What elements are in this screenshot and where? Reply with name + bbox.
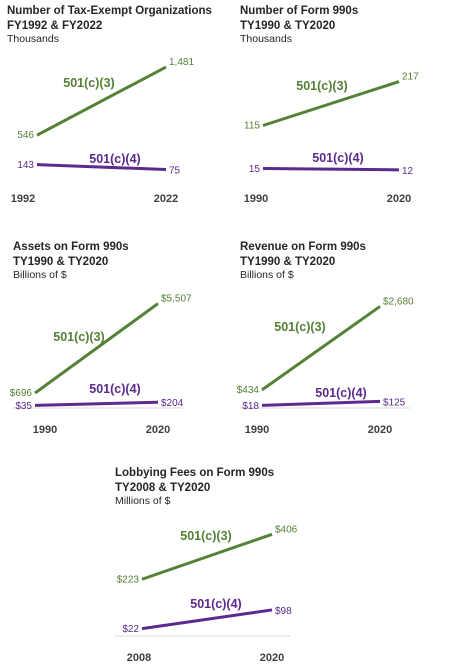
chart-title-line1: Revenue on Form 990s	[240, 241, 366, 253]
chart-title: Revenue on Form 990s TY1990 & TY2020	[240, 240, 366, 269]
line-chart: 115 217 501(c)(3) 15 12 501(c)(4) 1990 2020	[244, 72, 419, 205]
data-label-start: $696	[10, 388, 33, 399]
series-name-label: 501(c)(4)	[315, 386, 366, 400]
x-tick-label: 1992	[11, 193, 35, 205]
data-label-start: $35	[15, 401, 32, 412]
chart-title: Number of Form 990s TY1990 & TY2020	[240, 4, 358, 33]
chart-title-line2: TY1990 & TY2020	[240, 19, 336, 32]
chart-panel-revenue: Revenue on Form 990s TY1990 & TY2020 Bil…	[237, 240, 455, 440]
chart-panel-tax-exempt-orgs: Number of Tax-Exempt Organizations FY199…	[7, 4, 222, 205]
data-label-start: 546	[17, 130, 34, 141]
data-label-end: 1,481	[169, 57, 194, 68]
x-tick-label: 2020	[387, 193, 411, 205]
data-label-end: 12	[402, 166, 414, 177]
series-name-label: 501(c)(4)	[190, 597, 241, 611]
x-tick-label: 2022	[154, 193, 178, 205]
chart-panel-lobbying-fees: Lobbying Fees on Form 990s TY2008 & TY20…	[115, 466, 330, 666]
series-line-c3	[262, 80, 400, 127]
data-label-start: $434	[237, 385, 260, 396]
series-line-c4	[262, 167, 400, 172]
chart-title: Lobbying Fees on Form 990s TY2008 & TY20…	[115, 466, 274, 495]
data-label-start: 115	[244, 121, 260, 132]
chart-title-line2: TY2008 & TY2020	[115, 481, 211, 494]
series-line-c4	[261, 399, 381, 407]
data-label-start: $18	[242, 401, 259, 412]
x-tick-label: 2020	[260, 652, 284, 664]
data-label-end: $5,507	[161, 294, 192, 305]
series-line-c3	[141, 532, 273, 581]
x-tick-label: 2008	[127, 652, 151, 664]
series-line-c3	[261, 305, 381, 392]
x-tick-label: 1990	[33, 424, 57, 436]
data-label-start: 143	[17, 160, 34, 171]
series-name-label: 501(c)(3)	[274, 320, 325, 334]
data-label-start: $22	[122, 624, 139, 635]
line-chart: $434 $2,680 501(c)(3) $18 $125 501(c)(4) 1990 2…	[237, 296, 414, 436]
x-tick-label: 1990	[245, 424, 269, 436]
data-label-end: 75	[169, 166, 181, 177]
chart-title-line1: Assets on Form 990s	[13, 241, 129, 253]
chart-panel-assets: Assets on Form 990s TY1990 & TY2020 Bill…	[10, 240, 228, 440]
data-label-end: $125	[383, 397, 406, 408]
chart-panel-form-990-count: Number of Form 990s TY1990 & TY2020 Thou…	[240, 4, 455, 205]
data-label-start: 15	[249, 164, 261, 175]
data-label-end: $2,680	[383, 296, 414, 307]
series-name-label: 501(c)(3)	[180, 529, 231, 543]
chart-title-line2: TY1990 & TY2020	[13, 255, 109, 268]
line-chart: $223 $406 501(c)(3) $22 $98 501(c)(4) 2008 2020	[115, 524, 298, 664]
chart-title-line1: Number of Tax-Exempt Organizations	[7, 5, 212, 17]
chart-unit-label: Billions of $	[13, 269, 67, 281]
series-line-c3	[36, 65, 167, 137]
series-line-c3	[34, 302, 159, 395]
line-chart: $696 $5,507 501(c)(3) $35 $204 501(c)(4) 1990 2…	[10, 294, 192, 436]
chart-title-line1: Number of Form 990s	[240, 5, 359, 17]
series-line-c4	[141, 608, 273, 631]
series-name-label: 501(c)(4)	[89, 152, 140, 166]
chart-unit-label: Thousands	[240, 33, 292, 45]
x-tick-label: 1990	[244, 193, 268, 205]
chart-unit-label: Millions of $	[115, 495, 171, 507]
series-name-label: 501(c)(3)	[296, 79, 347, 93]
series-line-c4	[36, 163, 167, 172]
data-label-start: $223	[117, 574, 140, 585]
chart-unit-label: Billions of $	[240, 269, 294, 281]
series-name-label: 501(c)(3)	[53, 330, 104, 344]
chart-title: Assets on Form 990s TY1990 & TY2020	[13, 240, 129, 269]
data-label-end: $98	[275, 606, 292, 617]
x-tick-label: 2020	[368, 424, 392, 436]
chart-title-line1: Lobbying Fees on Form 990s	[115, 467, 275, 479]
line-chart: 546 1,481 501(c)(3) 143 75 501(c)(4) 1992 2022	[11, 57, 195, 205]
chart-title: Number of Tax-Exempt Organizations FY199…	[7, 4, 212, 33]
series-name-label: 501(c)(3)	[63, 76, 114, 90]
data-label-end: $204	[161, 398, 184, 409]
chart-title-line2: FY1992 & FY2022	[7, 19, 103, 32]
chart-title-line2: TY1990 & TY2020	[240, 255, 336, 268]
data-label-end: $406	[275, 524, 298, 535]
chart-unit-label: Thousands	[7, 33, 59, 45]
series-line-c4	[34, 400, 159, 407]
series-name-label: 501(c)(4)	[89, 382, 140, 396]
x-tick-label: 2020	[146, 424, 170, 436]
series-name-label: 501(c)(4)	[312, 151, 363, 165]
data-label-end: 217	[402, 72, 419, 83]
